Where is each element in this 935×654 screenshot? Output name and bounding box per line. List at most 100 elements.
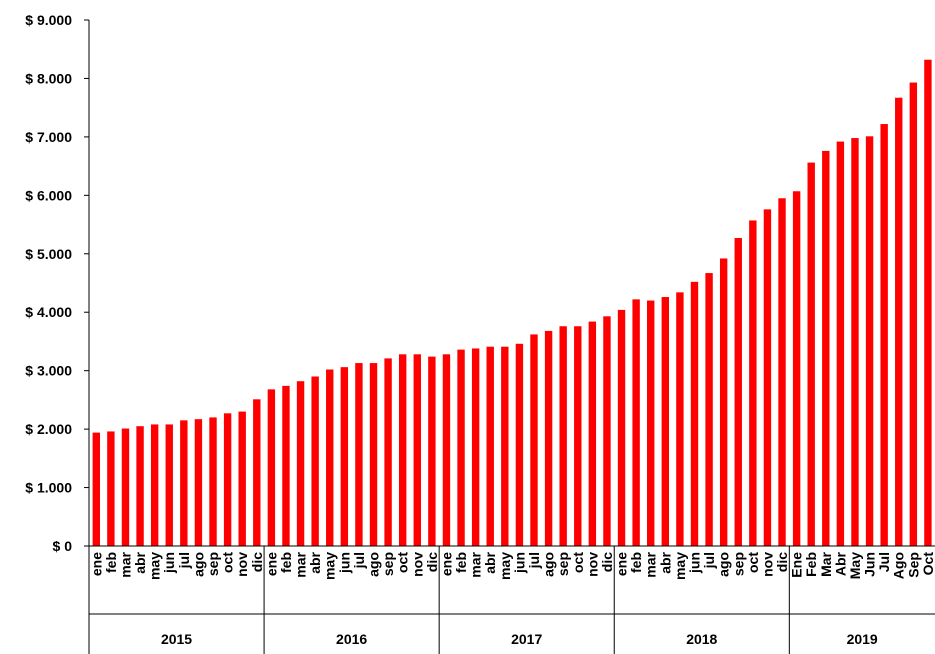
x-tick-label: jun bbox=[336, 552, 352, 574]
bar bbox=[180, 420, 188, 546]
bar bbox=[822, 150, 830, 546]
bar bbox=[413, 354, 421, 546]
x-tick-label: ene bbox=[88, 552, 104, 576]
bar bbox=[311, 376, 319, 546]
x-tick-label: dic bbox=[599, 552, 615, 572]
bar bbox=[515, 343, 524, 546]
bar bbox=[398, 354, 407, 546]
bar bbox=[223, 413, 232, 546]
y-tick-label: $ 7.000 bbox=[25, 129, 72, 145]
x-tick-label: Mar bbox=[818, 551, 834, 576]
x-tick-label: nov bbox=[234, 552, 250, 577]
bar bbox=[676, 292, 684, 546]
year-label: 2016 bbox=[336, 631, 367, 647]
x-tick-label: Jul bbox=[876, 552, 892, 572]
bar bbox=[895, 97, 903, 546]
bar bbox=[355, 363, 363, 546]
bar bbox=[632, 299, 640, 546]
x-tick-label: abr bbox=[657, 551, 673, 573]
x-tick-label: jul bbox=[176, 552, 192, 569]
x-tick-label: may bbox=[672, 552, 688, 580]
x-tick-label: may bbox=[147, 552, 163, 580]
x-tick-label: dic bbox=[424, 552, 440, 572]
x-tick-label: mar bbox=[293, 551, 309, 577]
x-tick-label: feb bbox=[453, 552, 469, 573]
bar bbox=[121, 428, 130, 546]
x-tick-label: jul bbox=[701, 552, 717, 569]
x-tick-label: abr bbox=[307, 551, 323, 573]
x-tick-label: Ene bbox=[789, 552, 805, 578]
bar bbox=[749, 220, 757, 546]
bar bbox=[851, 138, 859, 546]
x-tick-label: nov bbox=[759, 552, 775, 577]
year-label: 2015 bbox=[161, 631, 192, 647]
bar bbox=[326, 369, 334, 546]
bar bbox=[719, 258, 728, 546]
x-tick-label: sep bbox=[555, 552, 571, 576]
x-tick-label: jun bbox=[511, 552, 527, 574]
y-axis: $ 0 $ 1.000 $ 2.000 $ 3.000 $ 4.000 $ 5.000 $ … bbox=[25, 12, 90, 554]
bar bbox=[194, 419, 203, 546]
bar bbox=[282, 385, 290, 546]
bar bbox=[209, 417, 217, 546]
x-tick-label: ene bbox=[614, 552, 630, 576]
bar bbox=[617, 309, 626, 546]
x-tick-label: mar bbox=[468, 551, 484, 577]
x-tick-label: abr bbox=[482, 551, 498, 573]
x-tick-label: ene bbox=[438, 552, 454, 576]
x-tick-label: jul bbox=[351, 552, 367, 569]
bar bbox=[574, 326, 582, 546]
y-tick-label: $ 4.000 bbox=[25, 304, 72, 320]
x-tick-label: nov bbox=[409, 552, 425, 577]
bar bbox=[340, 367, 349, 546]
bar bbox=[253, 399, 261, 546]
x-tick-label: sep bbox=[730, 552, 746, 576]
year-label: 2017 bbox=[511, 631, 542, 647]
bar bbox=[136, 426, 144, 546]
x-axis: enefebmarabrmayjunjulagosepoctnovdic2015… bbox=[88, 545, 935, 654]
x-tick-label: oct bbox=[220, 552, 236, 573]
x-tick-label: Ago bbox=[891, 552, 907, 579]
x-tick-label: mar bbox=[117, 551, 133, 577]
x-tick-label: Jun bbox=[862, 552, 878, 577]
x-tick-label: dic bbox=[249, 552, 265, 572]
bar bbox=[150, 424, 159, 546]
bar bbox=[238, 411, 246, 546]
year-label: 2019 bbox=[847, 631, 878, 647]
bar bbox=[471, 348, 480, 546]
x-tick-label: feb bbox=[103, 552, 119, 573]
x-tick-label: feb bbox=[628, 552, 644, 573]
x-tick-label: ago bbox=[541, 552, 557, 577]
x-tick-label: jul bbox=[526, 552, 542, 569]
x-tick-label: nov bbox=[584, 552, 600, 577]
bar bbox=[763, 209, 772, 547]
bar bbox=[690, 281, 699, 546]
x-tick-label: sep bbox=[205, 552, 221, 576]
x-tick-label: mar bbox=[643, 551, 659, 577]
y-tick-label: $ 8.000 bbox=[25, 70, 72, 86]
bar bbox=[501, 346, 509, 546]
bar bbox=[428, 356, 436, 546]
bar bbox=[107, 431, 115, 546]
y-tick-label: $ 0 bbox=[53, 538, 73, 554]
bar bbox=[909, 82, 918, 546]
x-tick-label: oct bbox=[570, 552, 586, 573]
bar bbox=[486, 346, 494, 546]
bar bbox=[778, 198, 786, 546]
y-tick-label: $ 6.000 bbox=[25, 187, 72, 203]
bar bbox=[661, 297, 670, 546]
bar bbox=[807, 162, 815, 547]
bar bbox=[647, 300, 655, 546]
x-tick-label: abr bbox=[132, 551, 148, 573]
x-tick-label: ago bbox=[190, 552, 206, 577]
bar bbox=[92, 432, 100, 546]
bar bbox=[559, 326, 567, 546]
bar bbox=[267, 389, 276, 546]
bar bbox=[705, 273, 713, 546]
bar bbox=[544, 330, 553, 546]
bar bbox=[836, 141, 845, 546]
bar bbox=[165, 424, 173, 546]
x-tick-label: jun bbox=[161, 552, 177, 574]
x-tick-label: may bbox=[322, 552, 338, 580]
